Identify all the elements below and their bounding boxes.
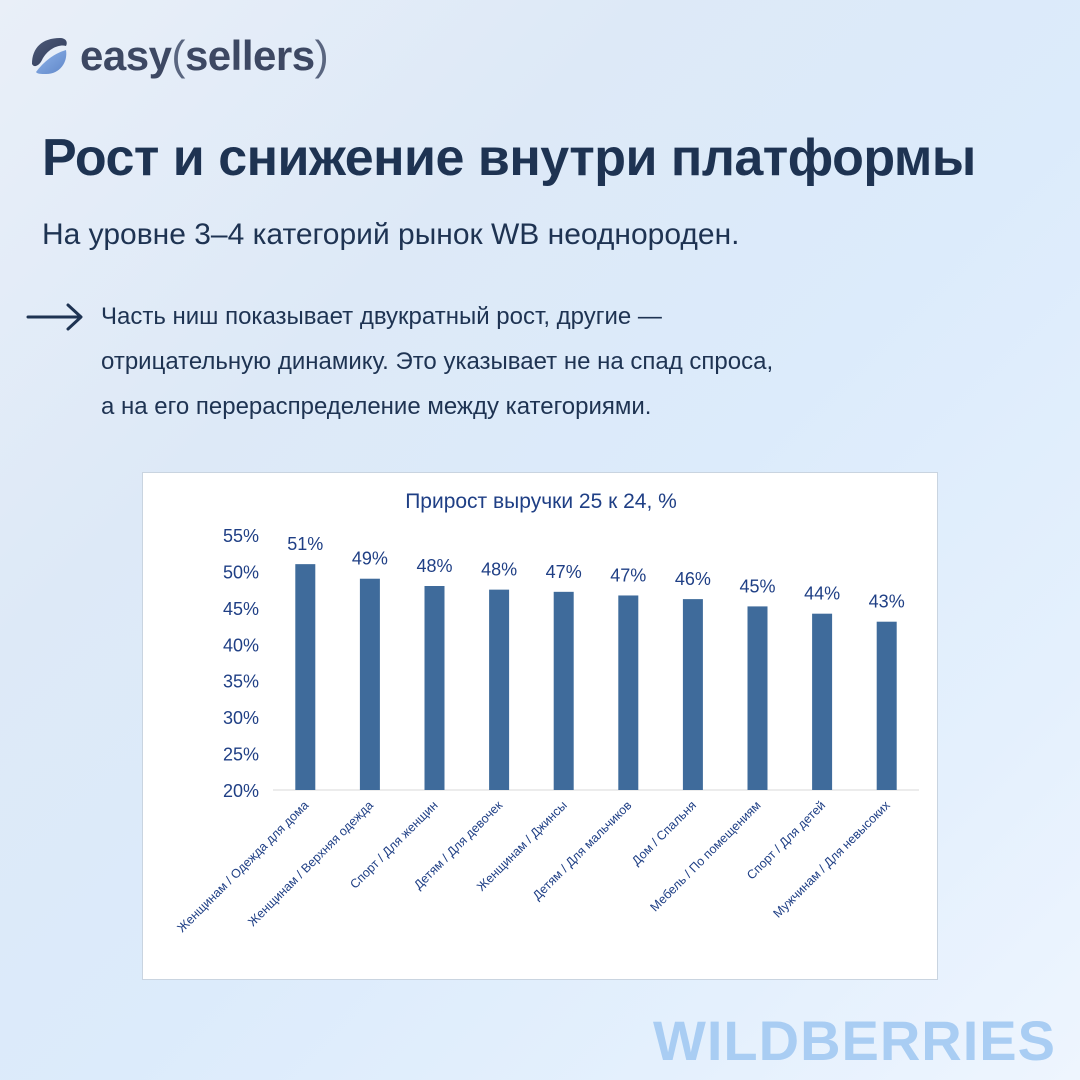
y-tick-label: 40% <box>223 635 259 655</box>
chart-bar <box>812 613 833 790</box>
category-label: Женщинам / Верхняя одежда <box>245 798 376 929</box>
data-label: 47% <box>546 562 582 582</box>
category-label: Мебель / По помещениям <box>648 798 764 914</box>
category-label: Женщинам / Одежда для дома <box>174 798 311 935</box>
bullet-line: Часть ниш показывает двукратный рост, др… <box>101 303 662 330</box>
bar-chart: Прирост выручки 25 к 24, % 20% 25% 30% 35% 40… <box>174 490 919 935</box>
logo-paren-close: ) <box>314 32 329 79</box>
data-label: 44% <box>804 584 840 604</box>
chart-card: Прирост выручки 25 к 24, % 20% 25% 30% 35% 40… <box>142 472 938 980</box>
data-label: 48% <box>416 556 452 576</box>
page-title: Рост и снижение внутри платформы <box>42 129 976 187</box>
chart-bar <box>489 589 510 790</box>
chart-title: Прирост выручки 25 к 24, % <box>405 490 677 513</box>
logo-wordmark: easy(sellers) <box>80 32 329 79</box>
y-tick-label: 30% <box>223 708 259 728</box>
page-subtitle: На уровне 3–4 категорий рынок WB неоднор… <box>42 218 740 251</box>
chart-bar <box>876 621 897 790</box>
category-label: Дом / Спальня <box>629 798 699 868</box>
arrow-right-icon <box>26 303 83 331</box>
wildberries-watermark: WILDBERRIES <box>653 1009 1056 1072</box>
logo-word-sellers: sellers <box>184 32 315 79</box>
bullet-text: Часть ниш показывает двукратный рост, др… <box>101 294 961 429</box>
y-tick-label: 25% <box>223 745 259 765</box>
chart-bar <box>618 595 639 790</box>
data-label: 49% <box>352 549 388 569</box>
brand-logo: easy(sellers) <box>26 32 329 79</box>
data-label: 51% <box>287 534 323 554</box>
y-tick-label: 45% <box>223 599 259 619</box>
bullet-line: а на его перераспределение между категор… <box>101 393 652 420</box>
chart-bar <box>682 599 703 790</box>
data-label: 45% <box>739 576 775 596</box>
y-tick-label: 20% <box>223 781 259 801</box>
category-label: Мужчинам / Для невысоких <box>770 798 893 921</box>
logo-word-easy: easy <box>80 32 172 79</box>
data-label: 43% <box>869 592 905 612</box>
data-label: 48% <box>481 560 517 580</box>
chart-bar <box>359 578 380 790</box>
logo-paren-open: ( <box>171 32 185 79</box>
chart-bar <box>424 586 445 790</box>
y-tick-label: 55% <box>223 526 259 546</box>
chart-bar <box>295 564 316 790</box>
chart-bar <box>747 606 768 790</box>
y-tick-label: 35% <box>223 672 259 692</box>
data-label: 47% <box>610 565 646 585</box>
chart-bar <box>553 591 574 790</box>
y-tick-label: 50% <box>223 562 259 582</box>
data-label: 46% <box>675 569 711 589</box>
bullet-line: отрицательную динамику. Это указывает не… <box>101 348 774 375</box>
logo-mark-icon <box>32 38 67 74</box>
